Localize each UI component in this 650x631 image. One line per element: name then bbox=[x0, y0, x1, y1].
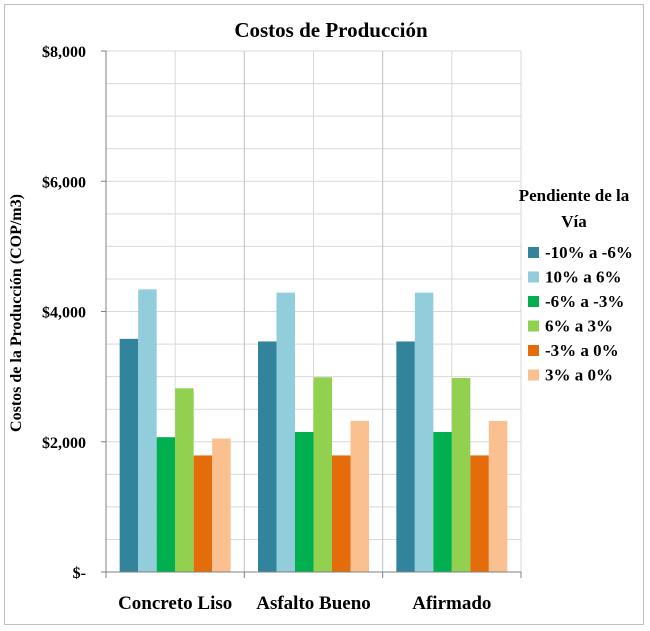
x-tick-label: Asfalto Bueno bbox=[256, 593, 371, 614]
legend-swatch bbox=[528, 296, 539, 307]
legend-title-line2: Vía bbox=[561, 212, 587, 231]
bar bbox=[350, 420, 369, 572]
legend-label: -3% a 0% bbox=[545, 341, 619, 360]
bar bbox=[138, 289, 157, 572]
gridlines bbox=[106, 50, 522, 572]
bar bbox=[488, 420, 508, 572]
bar bbox=[332, 455, 351, 572]
bar bbox=[414, 292, 434, 572]
bar bbox=[396, 341, 415, 572]
bar bbox=[276, 292, 295, 572]
y-tick-label: $4,000 bbox=[42, 305, 86, 322]
legend-title-line1: Pendiente de la bbox=[519, 186, 630, 205]
bar bbox=[295, 431, 314, 572]
bar bbox=[258, 341, 277, 572]
legend-label: 10% a 6% bbox=[545, 268, 622, 287]
legend-swatch bbox=[528, 320, 539, 332]
legend-label: 6% a 3% bbox=[545, 317, 613, 336]
legend-label: -10% a -6% bbox=[545, 243, 633, 262]
bar bbox=[470, 455, 489, 572]
bar bbox=[156, 437, 176, 572]
legend-label: 3% a 0% bbox=[545, 366, 613, 385]
x-tick-label: Afirmado bbox=[412, 593, 491, 614]
bar bbox=[175, 388, 194, 572]
bar bbox=[193, 455, 213, 572]
bar-chart: Costos de Producción Costos de la Produc… bbox=[8, 18, 633, 614]
bar bbox=[433, 431, 452, 572]
legend-swatch bbox=[528, 271, 539, 283]
chart-frame: Costos de Producción Costos de la Produc… bbox=[4, 4, 644, 625]
legend: Pendiente de la Vía -10% a -6% 10% a 6% -6… bbox=[519, 186, 633, 385]
bar bbox=[119, 338, 139, 572]
chart-title: Costos de Producción bbox=[234, 18, 428, 42]
x-tick-label: Concreto Liso bbox=[118, 593, 232, 614]
y-axis-label: Costos de la Producción (COP/m3) bbox=[8, 194, 25, 432]
legend-swatch bbox=[528, 247, 539, 258]
y-tick-label: $8,000 bbox=[42, 44, 86, 61]
legend-swatch bbox=[528, 345, 539, 356]
y-tick-label: $6,000 bbox=[42, 174, 86, 191]
bars-group bbox=[119, 289, 508, 572]
bar bbox=[451, 377, 471, 572]
axes-group: Concreto Liso Asfalto Bueno Afirmado $- $2,0… bbox=[42, 44, 522, 614]
bar bbox=[313, 377, 332, 572]
y-tick-label: $- bbox=[73, 565, 86, 582]
legend-label: -6% a -3% bbox=[545, 292, 624, 311]
bar bbox=[212, 438, 231, 572]
y-tick-label: $2,000 bbox=[42, 435, 86, 452]
legend-swatch bbox=[528, 369, 539, 381]
